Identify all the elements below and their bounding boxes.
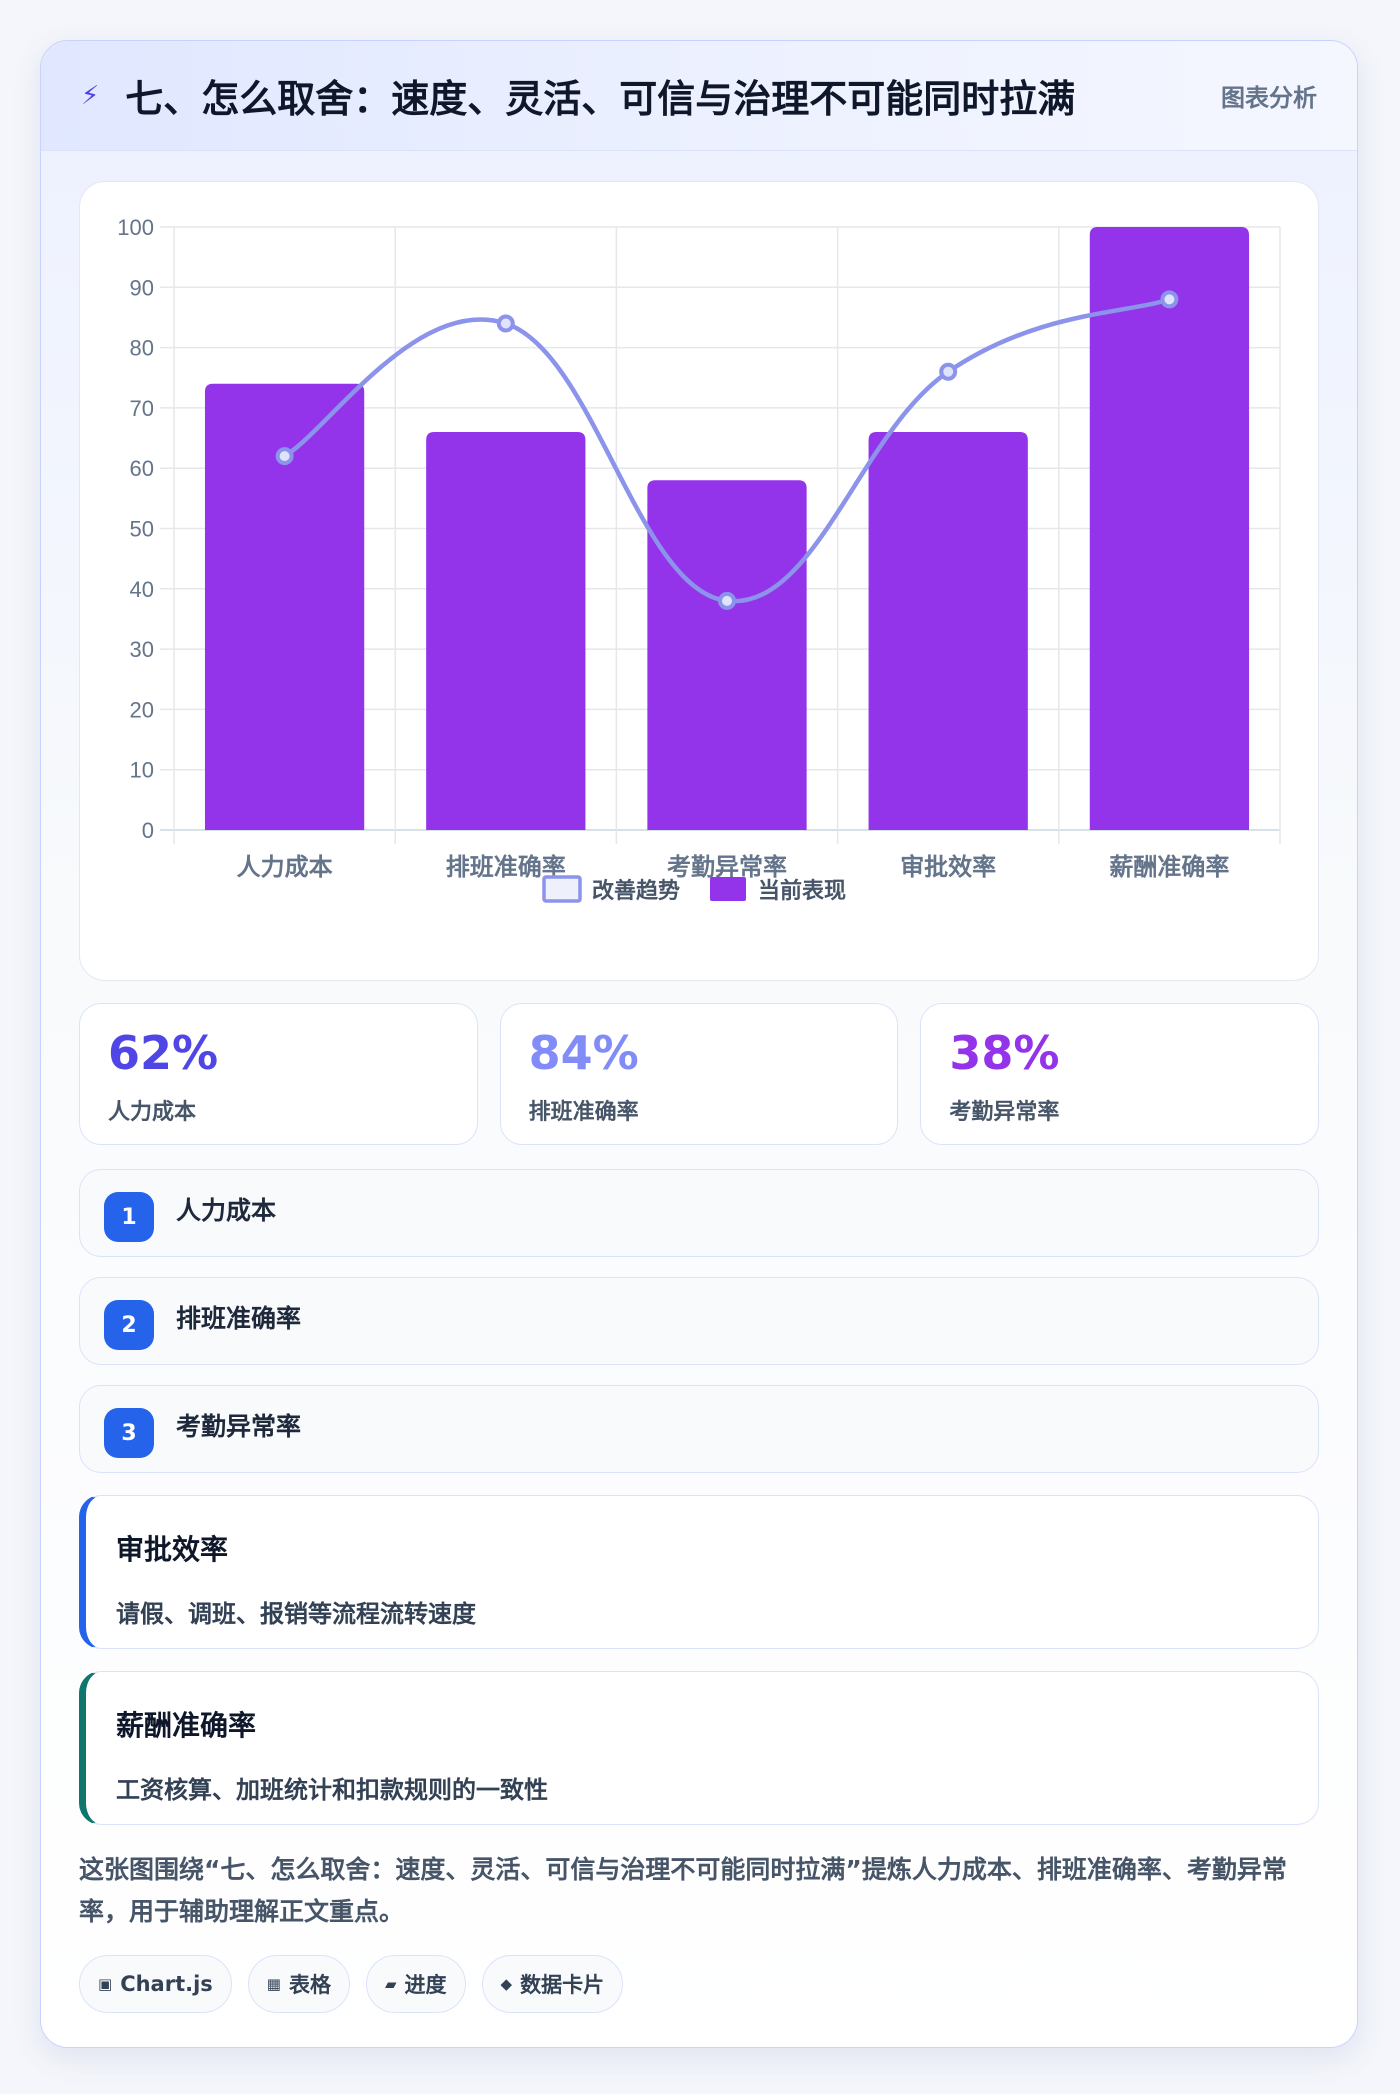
y-tick-label: 10 — [130, 758, 154, 783]
stat-label: 排班准确率 — [528, 1100, 639, 1125]
legend-label: 当前表现 — [758, 878, 846, 904]
y-tick-label: 100 — [117, 215, 154, 240]
list-item: 3 考勤异常率 — [79, 1385, 1319, 1473]
chip-row: ▣ Chart.js ▦ 表格 ▰ 进度 ◆ 数据卡片 — [79, 1955, 1319, 2013]
list-item: 2 排班准确率 — [79, 1277, 1319, 1365]
chart-analysis-tag: 图表分析 — [1221, 84, 1317, 112]
list-number-badge: 2 — [104, 1300, 154, 1350]
y-tick-label: 90 — [130, 275, 154, 300]
chip-chartjs[interactable]: ▣ Chart.js — [79, 1955, 232, 2013]
trend-point-5 — [1160, 290, 1179, 309]
list-item-label: 考勤异常率 — [176, 1412, 302, 1441]
y-tick-label: 60 — [130, 456, 154, 481]
summary-text: 这张图围绕“七、怎么取舍：速度、灵活、可信与治理不可能同时拉满”提炼人力成本、排… — [79, 1855, 1287, 1926]
legend-swatch-bar — [710, 877, 746, 901]
x-tick-label: 考勤异常率 — [667, 853, 787, 881]
stat-card: 38% 考勤异常率 — [920, 1003, 1320, 1145]
legend-label: 改善趋势 — [592, 878, 680, 904]
chip-data-card[interactable]: ◆ 数据卡片 — [481, 1955, 624, 2013]
diamond-icon: ◆ — [500, 1975, 513, 1993]
bar-1 — [204, 383, 365, 830]
chip-label: Chart.js — [120, 1972, 213, 1996]
y-tick-label: 20 — [130, 697, 154, 722]
y-tick-label: 80 — [130, 336, 154, 361]
feature-card-approval: 审批效率 请假、调班、报销等流程流转速度 — [79, 1495, 1319, 1649]
chart-container: 0 10 20 30 40 50 60 70 80 90 100 人力成本 排班准确率 考勤异常率 审批效率… — [79, 181, 1319, 981]
list-number-badge: 1 — [104, 1192, 154, 1242]
card-body: 0 10 20 30 40 50 60 70 80 90 100 人力成本 排班准确率 考勤异常率 审批效率… — [41, 151, 1357, 2047]
list-item-label: 排班准确率 — [176, 1304, 302, 1333]
chip-label: 进度 — [404, 1973, 447, 1997]
x-tick-label: 人力成本 — [237, 853, 333, 881]
trend-point-4 — [939, 362, 958, 381]
chart-icon: ▣ — [98, 1975, 113, 1993]
trend-point-1 — [275, 447, 294, 466]
y-tick-label: 70 — [130, 396, 154, 421]
trend-point-2 — [496, 314, 515, 333]
feature-card-payroll: 薪酬准确率 工资核算、加班统计和扣款规则的一致性 — [79, 1671, 1319, 1825]
feature-title: 薪酬准确率 — [116, 1709, 257, 1742]
feature-title: 审批效率 — [116, 1533, 229, 1566]
stat-card: 62% 人力成本 — [79, 1003, 478, 1145]
legend-swatch-line — [542, 875, 582, 903]
stat-value: 84% — [528, 1026, 639, 1080]
feature-description: 请假、调班、报销等流程流转速度 — [116, 1600, 476, 1628]
page-title: 七、怎么取舍：速度、灵活、可信与治理不可能同时拉满 — [125, 77, 1076, 121]
chip-label: 表格 — [288, 1973, 331, 1997]
stat-cards: 62% 人力成本 84% 排班准确率 38% 考勤异常率 — [79, 1003, 1320, 1145]
trend-point-3 — [718, 591, 736, 610]
chart-card: ⚡ 七、怎么取舍：速度、灵活、可信与治理不可能同时拉满 图表分析 0 10 20 30… — [40, 40, 1358, 2048]
progress-icon: ▰ — [384, 1975, 397, 1993]
stat-card: 84% 排班准确率 — [499, 1003, 899, 1145]
card-header: ⚡ 七、怎么取舍：速度、灵活、可信与治理不可能同时拉满 图表分析 — [41, 41, 1357, 151]
x-tick-label: 审批效率 — [900, 853, 996, 881]
table-icon: ▦ — [266, 1975, 281, 1993]
list-item: 1 人力成本 — [79, 1169, 1319, 1257]
bolt-icon: ⚡ — [81, 80, 100, 111]
list-number-badge: 3 — [104, 1408, 154, 1458]
stat-value: 38% — [949, 1026, 1060, 1080]
chip-label: 数据卡片 — [520, 1973, 605, 1997]
stat-label: 考勤异常率 — [949, 1100, 1060, 1125]
chip-progress[interactable]: ▰ 进度 — [365, 1955, 466, 2013]
y-tick-label: 40 — [130, 577, 154, 602]
bar-3 — [647, 480, 807, 830]
bar-2 — [426, 432, 586, 830]
stat-value: 62% — [108, 1026, 219, 1080]
stat-label: 人力成本 — [108, 1100, 197, 1125]
feature-description: 工资核算、加班统计和扣款规则的一致性 — [116, 1776, 548, 1804]
bar-4 — [868, 432, 1028, 830]
x-tick-label: 薪酬准确率 — [1109, 853, 1229, 881]
y-tick-label: 0 — [142, 818, 154, 843]
list-item-label: 人力成本 — [176, 1196, 277, 1225]
y-tick-label: 50 — [130, 517, 154, 542]
chip-table[interactable]: ▦ 表格 — [247, 1955, 350, 2013]
y-tick-label: 30 — [130, 637, 154, 662]
bar-5 — [1089, 227, 1250, 830]
